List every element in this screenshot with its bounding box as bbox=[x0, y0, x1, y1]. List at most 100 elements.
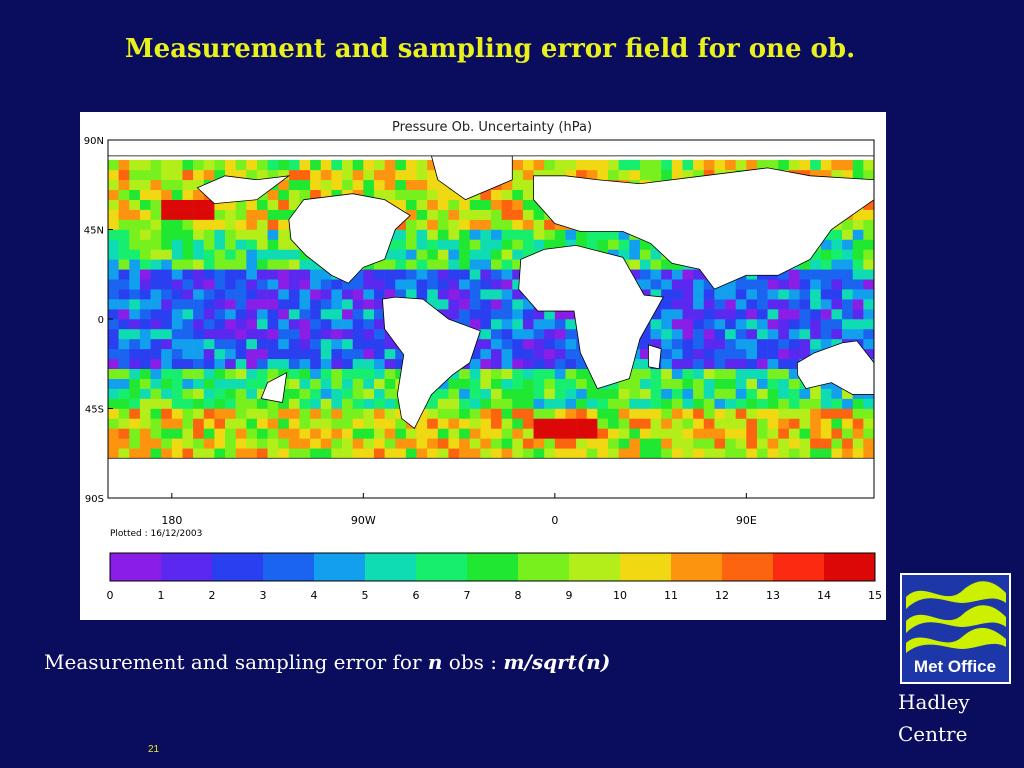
heatmap-cell bbox=[278, 438, 290, 449]
heatmap-cell bbox=[565, 388, 577, 399]
heatmap-cell bbox=[193, 209, 205, 220]
heatmap-cell bbox=[586, 418, 598, 429]
heatmap-cell bbox=[852, 249, 864, 260]
heatmap-cell bbox=[459, 319, 471, 330]
heatmap-cell bbox=[405, 209, 417, 220]
heatmap-cell bbox=[852, 428, 864, 439]
heatmap-cell bbox=[512, 309, 524, 320]
heatmap-cell bbox=[427, 269, 439, 280]
heatmap-cell bbox=[778, 289, 790, 300]
heatmap-cell bbox=[831, 428, 843, 439]
heatmap-cell bbox=[288, 398, 300, 409]
heatmap-cell bbox=[491, 219, 502, 230]
heatmap-cell bbox=[427, 289, 439, 300]
heatmap-cell bbox=[331, 338, 343, 350]
heatmap-cell bbox=[639, 159, 651, 171]
heatmap-cell bbox=[182, 378, 194, 389]
heatmap-cell bbox=[501, 448, 513, 459]
heatmap-cell bbox=[544, 368, 556, 379]
heatmap-cell bbox=[161, 418, 173, 429]
x-axis: 180 90W 0 90E bbox=[161, 493, 757, 527]
heatmap-cell bbox=[203, 209, 215, 220]
heatmap-cell bbox=[746, 358, 758, 370]
heatmap-cell bbox=[405, 179, 417, 191]
heatmap-cell bbox=[225, 408, 236, 419]
heatmap-cell bbox=[639, 378, 651, 389]
heatmap-cell bbox=[331, 348, 343, 360]
heatmap-cell bbox=[342, 358, 353, 370]
colorbar-tick-label: 7 bbox=[464, 589, 471, 602]
heatmap-cell bbox=[288, 438, 300, 449]
heatmap-cell bbox=[554, 428, 566, 439]
heatmap-cell bbox=[810, 269, 822, 280]
land-mass bbox=[518, 245, 664, 390]
heatmap-cell bbox=[544, 388, 556, 399]
heatmap-cell bbox=[288, 358, 300, 370]
heatmap-cell bbox=[618, 418, 630, 429]
heatmap-cell bbox=[310, 179, 322, 191]
heatmap-cell bbox=[331, 418, 343, 429]
heatmap-cell bbox=[203, 169, 215, 181]
heatmap-cell bbox=[203, 249, 215, 260]
heatmap-cell bbox=[682, 438, 694, 449]
heatmap-cell bbox=[405, 159, 417, 171]
heatmap-cell bbox=[288, 408, 300, 419]
heatmap-cell bbox=[778, 408, 790, 419]
heatmap-cell bbox=[820, 289, 832, 300]
heatmap-cell bbox=[363, 299, 375, 310]
heatmap-cell bbox=[203, 239, 215, 250]
heatmap-cell bbox=[278, 348, 290, 360]
heatmap-cell bbox=[331, 189, 343, 200]
heatmap-cell bbox=[299, 448, 311, 459]
heatmap-cell bbox=[693, 448, 705, 459]
heatmap-cell bbox=[671, 279, 683, 290]
heatmap-cell bbox=[395, 279, 407, 290]
heatmap-cell bbox=[618, 388, 630, 399]
heatmap-cell bbox=[182, 368, 194, 379]
heatmap-cell bbox=[852, 279, 864, 290]
heatmap-cell bbox=[193, 398, 205, 409]
heatmap-cell bbox=[150, 438, 162, 449]
heatmap-cell bbox=[491, 428, 502, 439]
heatmap-cell bbox=[852, 209, 864, 220]
heatmap-cell bbox=[735, 159, 747, 171]
heatmap-cell bbox=[331, 169, 343, 181]
heatmap-cell bbox=[693, 398, 705, 409]
heatmap-cell bbox=[512, 219, 524, 230]
heatmap-cell bbox=[671, 348, 683, 360]
heatmap-cell bbox=[831, 259, 843, 270]
heatmap-cell bbox=[480, 348, 492, 360]
heatmap-cell bbox=[735, 388, 747, 399]
heatmap-cell bbox=[118, 239, 130, 250]
heatmap-cell bbox=[150, 289, 162, 300]
heatmap-cell bbox=[469, 358, 481, 370]
heatmap-cell bbox=[469, 239, 481, 250]
heatmap-cell bbox=[608, 169, 619, 181]
heatmap-cell bbox=[150, 279, 162, 290]
heatmap-cell bbox=[554, 378, 566, 389]
heatmap-cell bbox=[437, 279, 449, 290]
heatmap-cell bbox=[342, 309, 353, 320]
heatmap-cell bbox=[501, 388, 513, 399]
heatmap-cell bbox=[586, 398, 598, 409]
heatmap-cell bbox=[501, 368, 513, 379]
heatmap-cell bbox=[735, 348, 747, 360]
heatmap-cell bbox=[235, 259, 247, 270]
heatmap-cell bbox=[512, 159, 524, 171]
heatmap-cell bbox=[246, 388, 258, 399]
heatmap-cell bbox=[278, 199, 290, 210]
heatmap-cell bbox=[863, 448, 875, 459]
heatmap-cell bbox=[863, 408, 875, 419]
heatmap-cell bbox=[118, 199, 130, 210]
heatmap-cell bbox=[661, 338, 673, 350]
heatmap-cell bbox=[810, 408, 822, 419]
heatmap-cell bbox=[384, 279, 396, 290]
heatmap-cell bbox=[129, 319, 141, 330]
heatmap-cell bbox=[108, 388, 119, 399]
heatmap-cell bbox=[129, 309, 141, 320]
heatmap-cell bbox=[842, 259, 854, 270]
heatmap-cell bbox=[682, 169, 694, 181]
heatmap-cell bbox=[863, 338, 875, 350]
heatmap-cell bbox=[320, 438, 332, 449]
heatmap-cell bbox=[756, 309, 768, 320]
